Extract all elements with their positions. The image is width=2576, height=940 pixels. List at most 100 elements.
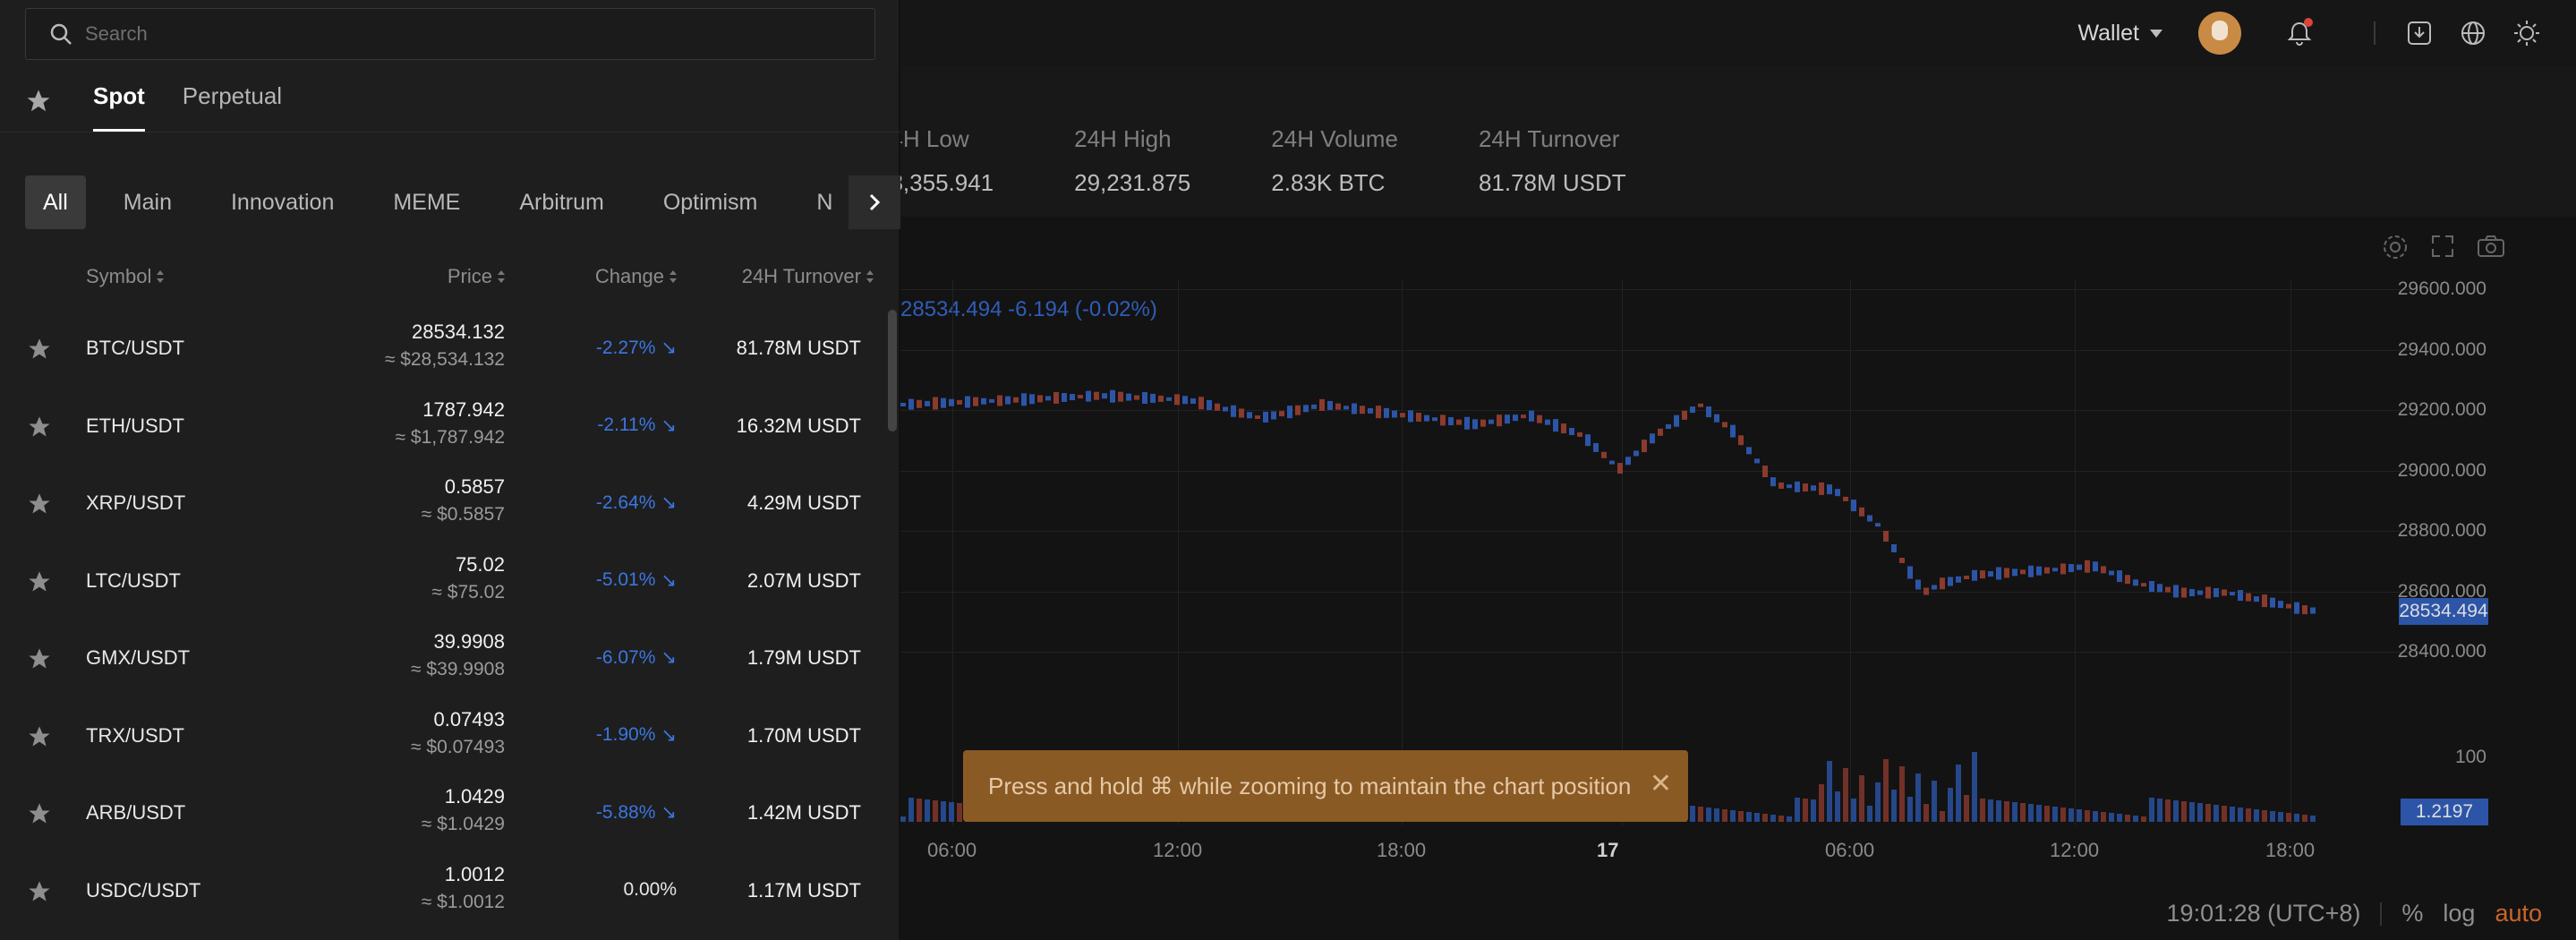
volume-bar — [1851, 799, 1856, 822]
auto-scale-toggle[interactable]: auto — [2495, 900, 2542, 927]
change-value: -2.64% — [595, 491, 656, 513]
candle — [1343, 406, 1349, 410]
category-innovation[interactable]: Innovation — [230, 189, 335, 215]
volume-bar — [2068, 808, 2074, 822]
star-icon[interactable] — [27, 724, 52, 749]
column-change[interactable]: Change — [595, 265, 677, 288]
star-icon[interactable] — [25, 88, 52, 115]
column-symbol[interactable]: Symbol — [86, 265, 165, 288]
table-row[interactable]: ARB/USDT 1.0429 ≈ $1.0429 -5.88% ↘ 1.42M … — [0, 774, 900, 852]
category-all[interactable]: All — [25, 175, 86, 229]
change-value: -2.27% — [595, 337, 656, 358]
turnover: 1.70M USDT — [746, 723, 861, 747]
column-turnover[interactable]: 24H Turnover — [742, 265, 874, 288]
star-icon[interactable] — [27, 879, 52, 904]
tab-spot[interactable]: Spot — [93, 82, 145, 132]
price: 1.0429 — [444, 785, 505, 808]
volume-bar — [1883, 759, 1889, 822]
candle — [1198, 397, 1204, 410]
volume-bar — [1811, 799, 1816, 822]
candle — [1956, 576, 1961, 583]
category-arbitrum[interactable]: Arbitrum — [519, 189, 604, 215]
trend-down-icon: ↘ — [661, 724, 677, 746]
candle — [1996, 567, 2001, 580]
candle — [1037, 395, 1043, 403]
change-value: -5.01% — [595, 569, 656, 590]
volume-bar — [1972, 752, 1977, 822]
candle — [1368, 407, 1373, 414]
search-input[interactable]: Search — [25, 8, 875, 60]
candle — [1819, 482, 1824, 495]
table-row[interactable]: USDC/USDT 1.0012 ≈ $1.0012 0.00% 1.17M U… — [0, 852, 900, 930]
bell-icon[interactable] — [2284, 18, 2315, 48]
globe-icon[interactable] — [2458, 18, 2488, 48]
log-scale-toggle[interactable]: log — [2443, 900, 2476, 927]
candle — [1666, 424, 1671, 429]
candle — [1521, 414, 1526, 419]
download-icon[interactable] — [2404, 18, 2435, 48]
wallet-menu[interactable]: Wallet — [2077, 21, 2162, 47]
chevron-right-icon[interactable] — [849, 175, 900, 229]
change: -2.64% ↘ — [596, 491, 677, 514]
candle — [1778, 482, 1784, 489]
category-optimism[interactable]: Optimism — [662, 189, 758, 215]
table-row[interactable]: BTC/USDT 28534.132 ≈ $28,534.132 -2.27% ↘… — [0, 310, 900, 388]
candle — [1658, 428, 1663, 436]
column-price[interactable]: Price — [448, 265, 505, 288]
candle — [1408, 410, 1413, 423]
candle — [2157, 584, 2162, 593]
candle — [1674, 414, 1679, 427]
volume-bar — [1762, 814, 1768, 822]
candle — [1714, 414, 1719, 423]
wallet-label: Wallet — [2077, 20, 2139, 46]
star-icon[interactable] — [27, 801, 52, 826]
volume-bar — [1899, 766, 1905, 822]
table-row[interactable]: XRP/USDT 0.5857 ≈ $0.5857 -2.64% ↘ 4.29M … — [0, 465, 900, 543]
market-type-tabs: Spot Perpetual — [0, 66, 900, 132]
category-truncated[interactable]: N — [816, 189, 833, 215]
camera-icon[interactable] — [2476, 233, 2506, 266]
star-icon[interactable] — [27, 646, 52, 671]
star-icon[interactable] — [27, 337, 52, 362]
candle — [2262, 594, 2267, 608]
table-row[interactable]: ETH/USDT 1787.942 ≈ $1,787.942 -2.11% ↘ 1… — [0, 388, 900, 466]
star-icon[interactable] — [27, 414, 52, 440]
table-row[interactable]: GMX/USDT 39.9908 ≈ $39.9908 -6.07% ↘ 1.79… — [0, 620, 900, 697]
volume-bar — [949, 802, 954, 822]
settings-icon[interactable] — [2381, 233, 2410, 266]
fullscreen-icon[interactable] — [2429, 233, 2456, 266]
caret-down-icon — [2150, 29, 2162, 38]
volume-bar — [2077, 809, 2082, 822]
tab-perpetual[interactable]: Perpetual — [182, 82, 283, 109]
chart-toolbar — [2381, 233, 2506, 266]
grid-line — [900, 531, 2413, 532]
candle — [1416, 413, 1421, 422]
candle — [1650, 433, 1655, 444]
table-row[interactable]: TRX/USDT 0.07493 ≈ $0.07493 -1.90% ↘ 1.70… — [0, 697, 900, 775]
star-icon[interactable] — [27, 491, 52, 517]
candle — [1062, 393, 1067, 402]
candle — [1642, 440, 1647, 453]
candle — [989, 398, 994, 403]
trend-down-icon: ↘ — [661, 414, 677, 436]
star-icon[interactable] — [27, 569, 52, 594]
sun-icon[interactable] — [2512, 18, 2542, 48]
candle — [1223, 406, 1228, 412]
scrollbar[interactable] — [888, 310, 897, 432]
grid-line — [1178, 279, 1179, 825]
price-chart[interactable]: 28534.494 -6.194 (-0.02%) 28534.494 1.21… — [900, 217, 2576, 940]
volume-bar — [1795, 798, 1800, 822]
search-placeholder: Search — [85, 22, 148, 45]
avatar[interactable] — [2198, 12, 2241, 55]
table-row[interactable]: LTC/USDT 75.02 ≈ $75.02 -5.01% ↘ 2.07M US… — [0, 543, 900, 620]
percent-scale-toggle[interactable]: % — [2401, 900, 2424, 927]
category-main[interactable]: Main — [123, 189, 172, 215]
close-icon[interactable]: ✕ — [1649, 769, 1672, 799]
candle — [2133, 579, 2138, 586]
candle — [1013, 397, 1019, 403]
volume-bar — [925, 799, 930, 822]
category-filter: All Main Innovation MEME Arbitrum Optimi… — [25, 175, 849, 229]
volume-bar — [2109, 813, 2114, 822]
volume-bar — [2246, 808, 2251, 822]
category-meme[interactable]: MEME — [393, 189, 461, 215]
